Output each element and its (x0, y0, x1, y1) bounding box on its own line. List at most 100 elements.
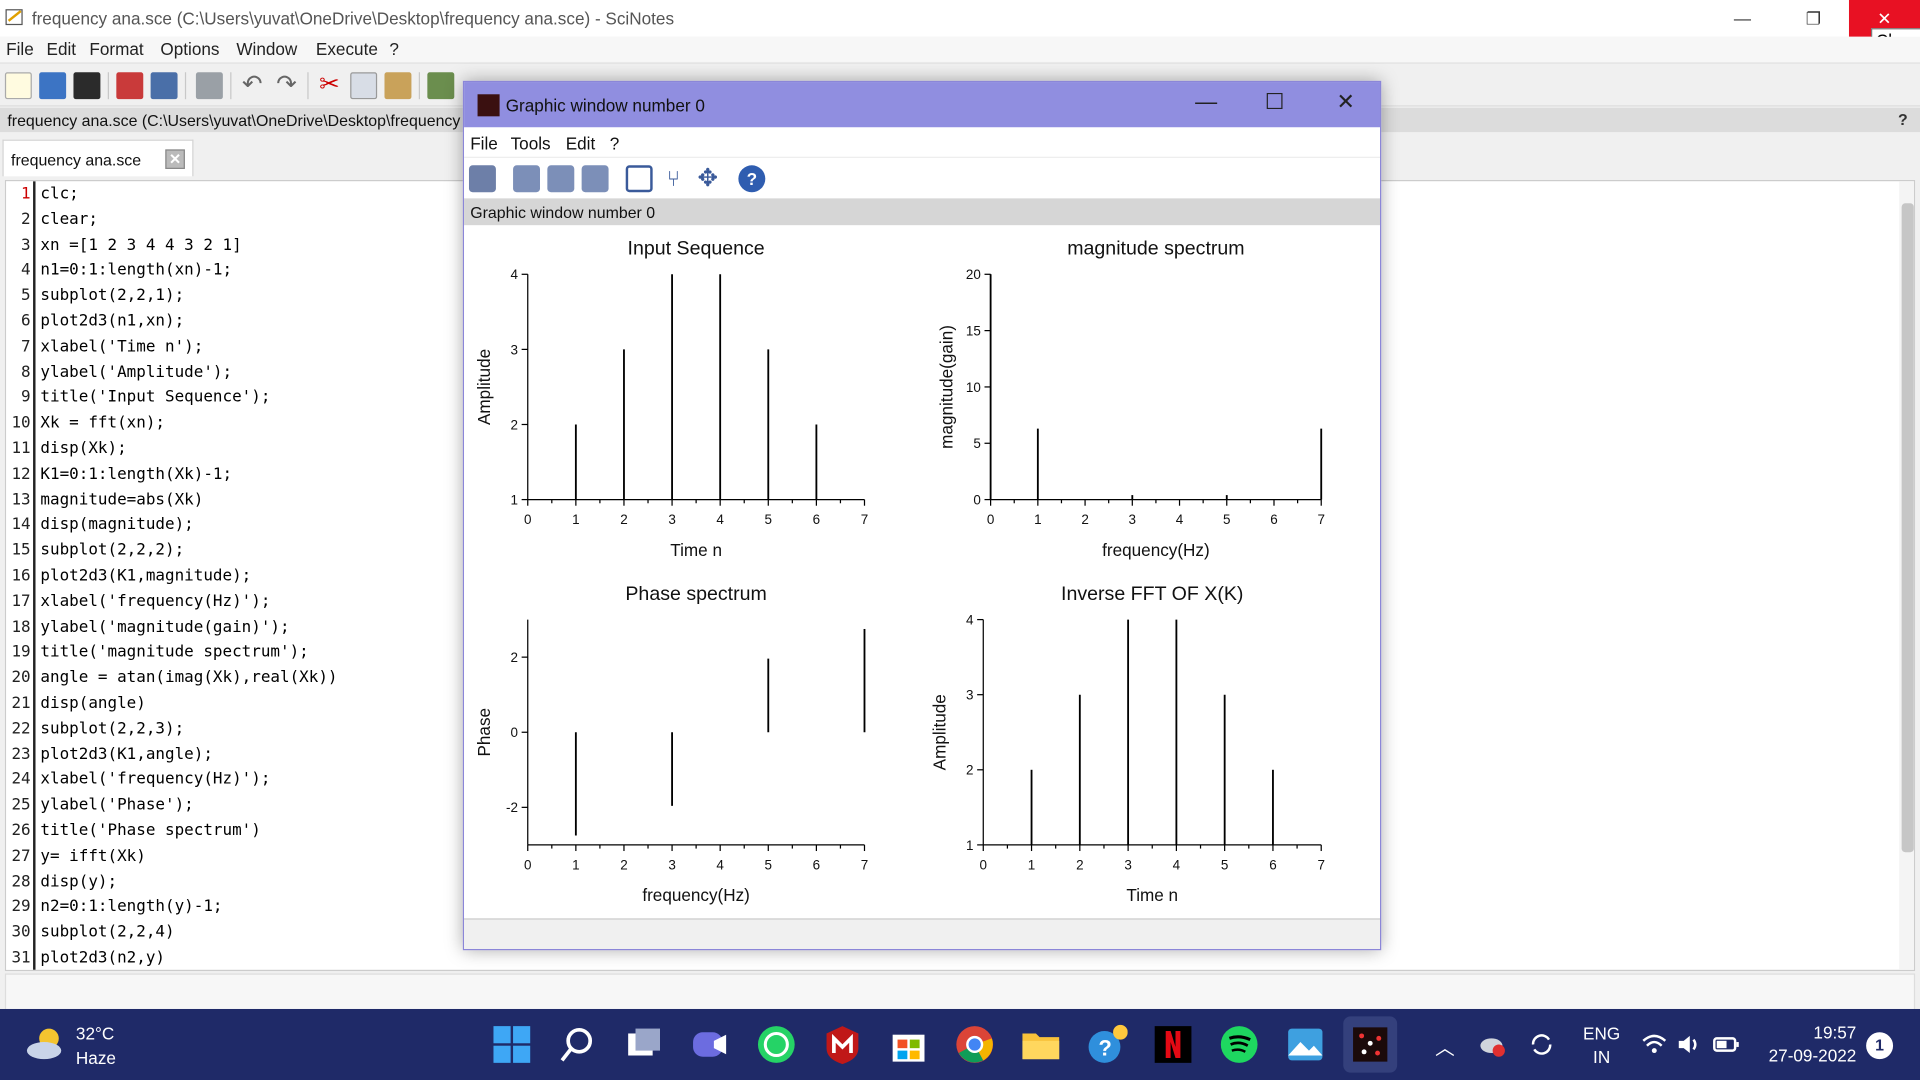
scilab-taskbar-button[interactable] (1343, 1016, 1398, 1073)
onedrive-error-icon[interactable] (1479, 1031, 1506, 1058)
open-file-dark-icon[interactable] (73, 72, 101, 100)
code-line[interactable]: subplot(2,2,2); (40, 541, 185, 560)
chevron-up-icon[interactable]: ︿ (1435, 1038, 1455, 1060)
file-explorer-icon[interactable] (1020, 1024, 1062, 1066)
save-icon[interactable] (116, 72, 144, 100)
code-line[interactable]: clear; (40, 210, 98, 229)
rotate-icon[interactable] (468, 165, 496, 193)
code-line[interactable]: plot2d3(n1,xn); (40, 312, 185, 331)
code-line[interactable]: disp(angle) (40, 694, 146, 713)
code-line[interactable]: disp(Xk); (40, 439, 127, 458)
close-tab-icon[interactable]: ✕ (165, 149, 185, 169)
code-line[interactable]: ylabel('Phase'); (40, 796, 194, 815)
graphic-menu-tools[interactable]: Tools (510, 133, 551, 154)
menu-window[interactable]: Window (236, 39, 298, 59)
save-as-icon[interactable] (150, 72, 178, 100)
tab-frequency-ana[interactable]: frequency ana.sce ✕ (2, 139, 194, 177)
language-bottom[interactable]: IN (1593, 1046, 1611, 1067)
code-line[interactable]: subplot(2,2,3); (40, 719, 185, 739)
paste-icon[interactable] (384, 72, 412, 100)
menu-execute[interactable]: Execute (315, 39, 378, 59)
menu-file[interactable]: File (6, 39, 34, 59)
task-view-icon[interactable] (623, 1024, 665, 1066)
menu-options[interactable]: Options (160, 39, 220, 59)
code-line[interactable]: subplot(2,2,1); (40, 286, 185, 306)
graphic-menu-file[interactable]: File (470, 133, 498, 154)
scrollbar-thumb[interactable] (1901, 203, 1914, 853)
netflix-icon[interactable] (1152, 1024, 1194, 1066)
code-line[interactable]: disp(magnitude); (40, 515, 194, 535)
code-line[interactable]: xlabel('frequency(Hz)'); (40, 770, 271, 790)
battery-icon[interactable] (1712, 1031, 1741, 1058)
copy-icon[interactable] (350, 72, 378, 100)
graphic-maximize-button[interactable]: ☐ (1264, 89, 1285, 114)
code-line[interactable]: angle = atan(imag(Xk),real(Xk)) (40, 668, 338, 688)
whatsapp-icon[interactable] (756, 1024, 798, 1066)
graphic-minimize-button[interactable]: — (1195, 89, 1218, 114)
help-icon[interactable]: ? (738, 165, 766, 193)
code-line[interactable]: y= ifft(Xk) (40, 847, 146, 866)
code-line[interactable]: plot2d3(K1,angle); (40, 745, 213, 764)
cut-icon[interactable]: ✂ (319, 71, 340, 98)
undo-icon[interactable]: ↶ (241, 71, 263, 98)
code-line[interactable]: K1=0:1:length(Xk)-1; (40, 465, 233, 484)
sync-icon[interactable] (1528, 1031, 1555, 1058)
volume-icon[interactable] (1675, 1031, 1702, 1058)
menu-format[interactable]: Format (89, 39, 144, 59)
restore-button[interactable]: ❐ (1805, 7, 1822, 28)
code-line[interactable]: n1=0:1:length(xn)-1; (40, 261, 233, 280)
pan-icon[interactable]: ✥ (697, 165, 719, 193)
wifi-icon[interactable] (1641, 1031, 1668, 1058)
graphic-menu-bar: File Tools Edit ? (464, 127, 1381, 157)
find-replace-icon[interactable] (427, 72, 455, 100)
code-line[interactable]: disp(y); (40, 872, 118, 891)
mcafee-icon[interactable] (822, 1024, 864, 1066)
weather-widget[interactable]: 32°C Haze (24, 1021, 116, 1069)
graphic-window-titlebar[interactable]: Graphic window number 0 — ☐ ✕ (464, 82, 1381, 128)
photos-icon[interactable] (1284, 1024, 1326, 1066)
code-line[interactable]: ylabel('magnitude(gain)'); (40, 617, 290, 637)
code-line[interactable]: xlabel('Time n'); (40, 337, 204, 357)
zoom-out-icon[interactable] (581, 165, 609, 193)
zoom-in-icon[interactable] (547, 165, 575, 193)
notification-badge[interactable]: 1 (1866, 1032, 1894, 1060)
help-icon[interactable]: ? (1897, 110, 1908, 129)
print-icon[interactable] (195, 72, 223, 100)
redo-icon[interactable]: ↷ (276, 71, 297, 98)
code-line[interactable]: xn =[1 2 3 4 4 3 2 1] (40, 235, 242, 255)
edit-data-icon[interactable]: ⑂ (666, 166, 681, 192)
teams-chat-icon[interactable] (689, 1024, 731, 1066)
code-line[interactable]: n2=0:1:length(y)-1; (40, 898, 223, 917)
code-line[interactable]: title('magnitude spectrum'); (40, 643, 309, 662)
code-line[interactable]: title('Phase spectrum') (40, 821, 261, 841)
vertical-scrollbar[interactable] (1899, 181, 1914, 970)
menu-edit[interactable]: Edit (46, 39, 77, 59)
new-file-icon[interactable] (4, 72, 32, 100)
clock[interactable]: 19:57 27-09-2022 (1756, 1021, 1857, 1068)
datatip-icon[interactable] (625, 165, 653, 193)
code-line[interactable]: Xk = fft(xn); (40, 414, 166, 433)
minimize-button[interactable]: — (1733, 8, 1752, 29)
code-line[interactable]: xlabel('frequency(Hz)'); (40, 592, 271, 611)
graphic-menu-edit[interactable]: Edit (565, 133, 596, 154)
plot-canvas[interactable]: 0 1 2 3 4 5 6 7 1 2 3 4 Input Sequence Time n Amplitud… (464, 225, 1381, 919)
zoom-area-icon[interactable] (513, 165, 541, 193)
microsoft-store-icon[interactable] (888, 1024, 930, 1066)
code-line[interactable]: subplot(2,2,4) (40, 923, 175, 942)
code-line[interactable]: title('Input Sequence'); (40, 388, 271, 408)
graphic-close-button[interactable]: ✕ (1336, 89, 1355, 114)
language-top[interactable]: ENG (1583, 1023, 1621, 1044)
chrome-icon[interactable] (954, 1024, 996, 1066)
code-line[interactable]: plot2d3(n2,y) (40, 948, 166, 968)
windows-start-icon[interactable] (491, 1024, 533, 1066)
open-file-icon[interactable] (39, 72, 67, 100)
code-line[interactable]: magnitude=abs(Xk) (40, 490, 204, 509)
get-help-icon[interactable]: ? (1086, 1024, 1128, 1066)
code-line[interactable]: clc; (40, 184, 79, 204)
graphic-menu-help[interactable]: ? (609, 133, 620, 154)
menu-help[interactable]: ? (389, 39, 399, 59)
code-line[interactable]: ylabel('Amplitude'); (40, 363, 233, 382)
code-line[interactable]: plot2d3(K1,magnitude); (40, 566, 252, 586)
search-icon[interactable] (557, 1024, 599, 1066)
spotify-icon[interactable] (1218, 1024, 1260, 1066)
